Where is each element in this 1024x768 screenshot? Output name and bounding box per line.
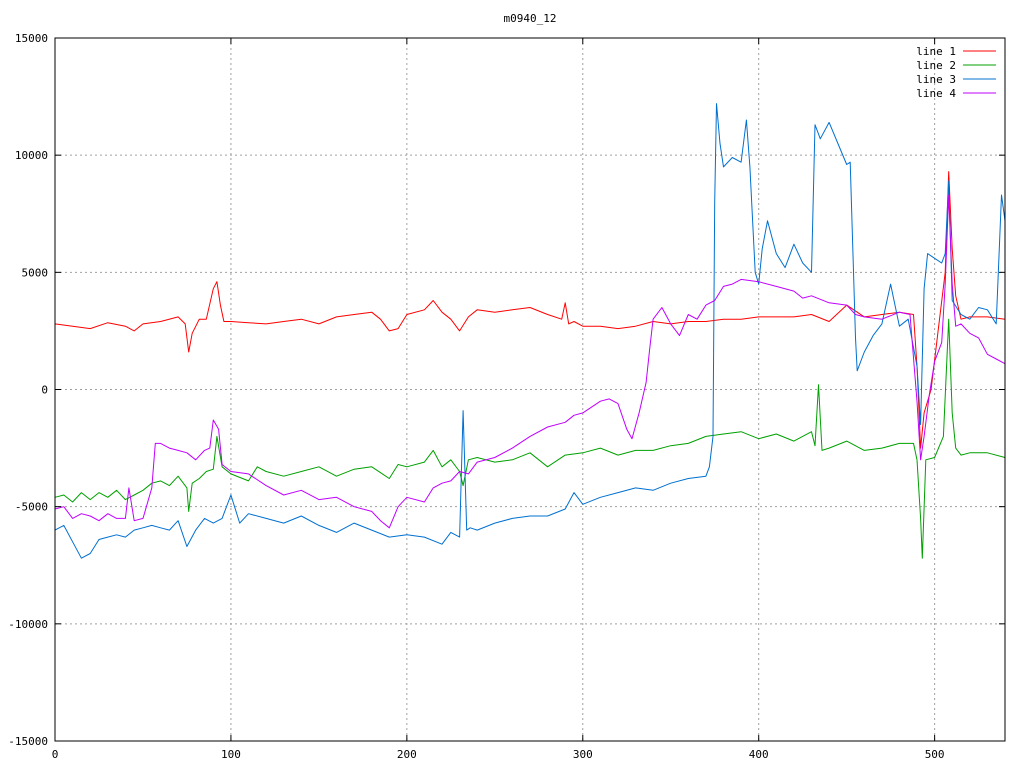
chart-title: m0940_12 bbox=[504, 12, 557, 25]
series-line-3 bbox=[54, 103, 1006, 559]
x-tick-label: 100 bbox=[221, 748, 241, 761]
y-tick-label: 5000 bbox=[22, 266, 49, 279]
legend-label: line 3 bbox=[916, 73, 956, 86]
x-tick-label: 0 bbox=[52, 748, 59, 761]
series-line-2 bbox=[54, 318, 1006, 559]
x-tick-label: 200 bbox=[397, 748, 417, 761]
x-tick-label: 500 bbox=[925, 748, 945, 761]
x-tick-label: 400 bbox=[749, 748, 769, 761]
x-tick-label: 300 bbox=[573, 748, 593, 761]
tick-layer: -15000 -10000 -5000 0 5000 10000 15000 0 100 200 3… bbox=[8, 32, 1005, 761]
y-tick-label: 10000 bbox=[15, 149, 48, 162]
y-tick-label: 15000 bbox=[15, 32, 48, 45]
legend-label: line 2 bbox=[916, 59, 956, 72]
y-tick-label: 0 bbox=[41, 384, 48, 397]
series-line-1 bbox=[54, 171, 1006, 449]
legend-label: line 4 bbox=[916, 87, 956, 100]
y-tick-label: -15000 bbox=[8, 735, 48, 748]
series-layer bbox=[54, 103, 1006, 559]
y-tick-label: -10000 bbox=[8, 618, 48, 631]
y-tick-label: -5000 bbox=[15, 501, 48, 514]
grid-layer bbox=[55, 38, 1005, 741]
series-line-4 bbox=[54, 194, 1006, 529]
legend-label: line 1 bbox=[916, 45, 956, 58]
